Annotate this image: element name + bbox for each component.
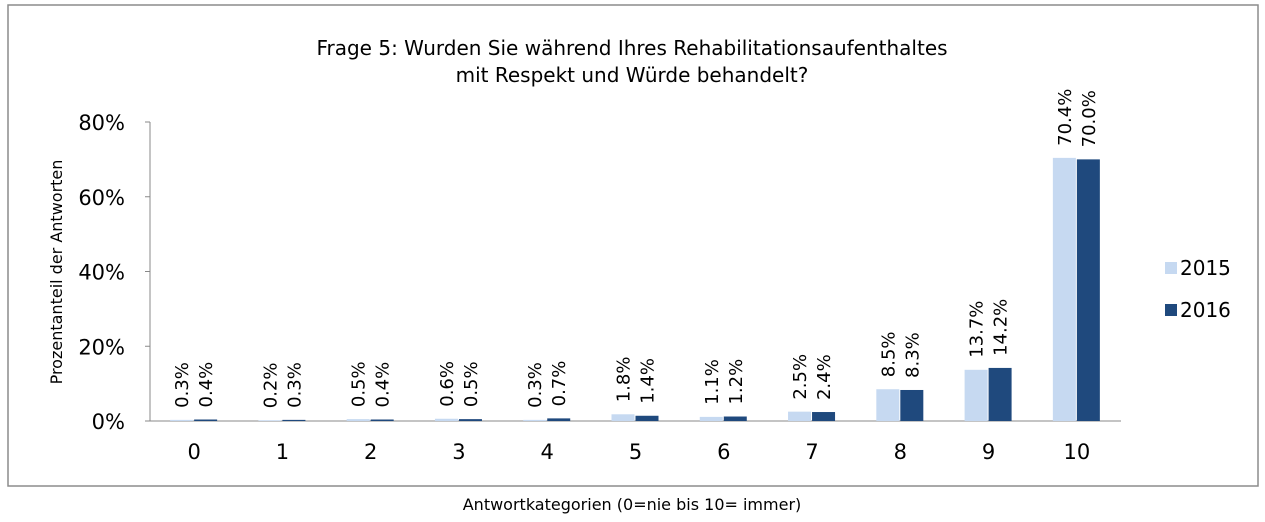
data-label: 14.2% bbox=[991, 299, 1012, 356]
data-label: 0.6% bbox=[437, 361, 458, 407]
data-label: 0.7% bbox=[549, 361, 570, 407]
x-tick-label: 6 bbox=[717, 440, 730, 464]
x-tick-label: 10 bbox=[1063, 440, 1090, 464]
data-label: 0.4% bbox=[373, 362, 394, 408]
x-tick-label: 2 bbox=[364, 440, 377, 464]
y-tick-label: 20% bbox=[78, 335, 125, 359]
data-label: 2.5% bbox=[790, 354, 811, 400]
data-label: 0.4% bbox=[196, 362, 217, 408]
bar bbox=[812, 412, 836, 421]
x-tick-label: 9 bbox=[982, 440, 995, 464]
legend-swatch bbox=[1165, 262, 1177, 274]
x-tick-label: 5 bbox=[629, 440, 642, 464]
y-axis-label: Prozentanteil der Antworten bbox=[47, 160, 66, 385]
bar bbox=[876, 389, 900, 421]
chart-border bbox=[7, 4, 1259, 487]
data-label: 1.4% bbox=[638, 358, 659, 404]
data-label: 13.7% bbox=[967, 301, 988, 358]
bar bbox=[635, 415, 659, 421]
y-tick-label: 40% bbox=[78, 261, 125, 285]
bar bbox=[723, 416, 747, 421]
bar bbox=[523, 419, 547, 421]
bar bbox=[900, 389, 924, 421]
chart-title: mit Respekt und Würde behandelt? bbox=[456, 63, 809, 87]
y-tick-label: 0% bbox=[92, 410, 125, 434]
bar bbox=[170, 419, 194, 421]
x-tick-label: 1 bbox=[276, 440, 289, 464]
legend-label: 2015 bbox=[1180, 256, 1231, 280]
data-label: 8.5% bbox=[878, 331, 899, 377]
data-label: 70.4% bbox=[1055, 89, 1076, 146]
bar bbox=[258, 420, 282, 421]
data-label: 2.4% bbox=[814, 354, 835, 400]
bar bbox=[1052, 157, 1076, 421]
x-tick-label: 3 bbox=[452, 440, 465, 464]
y-tick-label: 80% bbox=[78, 111, 125, 135]
chart-title: Frage 5: Wurden Sie während Ihres Rehabi… bbox=[316, 36, 947, 60]
bar bbox=[988, 367, 1012, 421]
bar bbox=[1076, 159, 1100, 421]
bar bbox=[194, 419, 218, 421]
x-axis-label: Antwortkategorien (0=nie bis 10= immer) bbox=[463, 495, 802, 514]
data-label: 0.3% bbox=[284, 362, 305, 408]
data-label: 1.2% bbox=[726, 359, 747, 405]
bar bbox=[699, 416, 723, 421]
data-label: 70.0% bbox=[1079, 90, 1100, 147]
data-label: 1.8% bbox=[614, 357, 635, 403]
data-label: 8.3% bbox=[902, 332, 923, 378]
y-tick-label: 60% bbox=[78, 186, 125, 210]
bar bbox=[964, 369, 988, 421]
legend-label: 2016 bbox=[1180, 298, 1231, 322]
x-tick-label: 0 bbox=[187, 440, 200, 464]
x-tick-label: 4 bbox=[541, 440, 554, 464]
bar bbox=[346, 419, 370, 421]
data-label: 0.2% bbox=[260, 363, 281, 409]
bar bbox=[788, 411, 812, 421]
bar bbox=[611, 414, 635, 421]
legend-swatch bbox=[1165, 304, 1177, 316]
bar bbox=[547, 418, 571, 421]
bar bbox=[282, 419, 306, 421]
data-label: 0.5% bbox=[461, 361, 482, 407]
bar bbox=[458, 419, 482, 421]
data-label: 0.3% bbox=[172, 362, 193, 408]
x-tick-label: 8 bbox=[894, 440, 907, 464]
bar bbox=[434, 418, 458, 421]
data-label: 1.1% bbox=[702, 359, 723, 405]
data-label: 0.3% bbox=[525, 362, 546, 408]
x-tick-label: 7 bbox=[805, 440, 818, 464]
bar bbox=[370, 419, 394, 421]
data-label: 0.5% bbox=[349, 361, 370, 407]
